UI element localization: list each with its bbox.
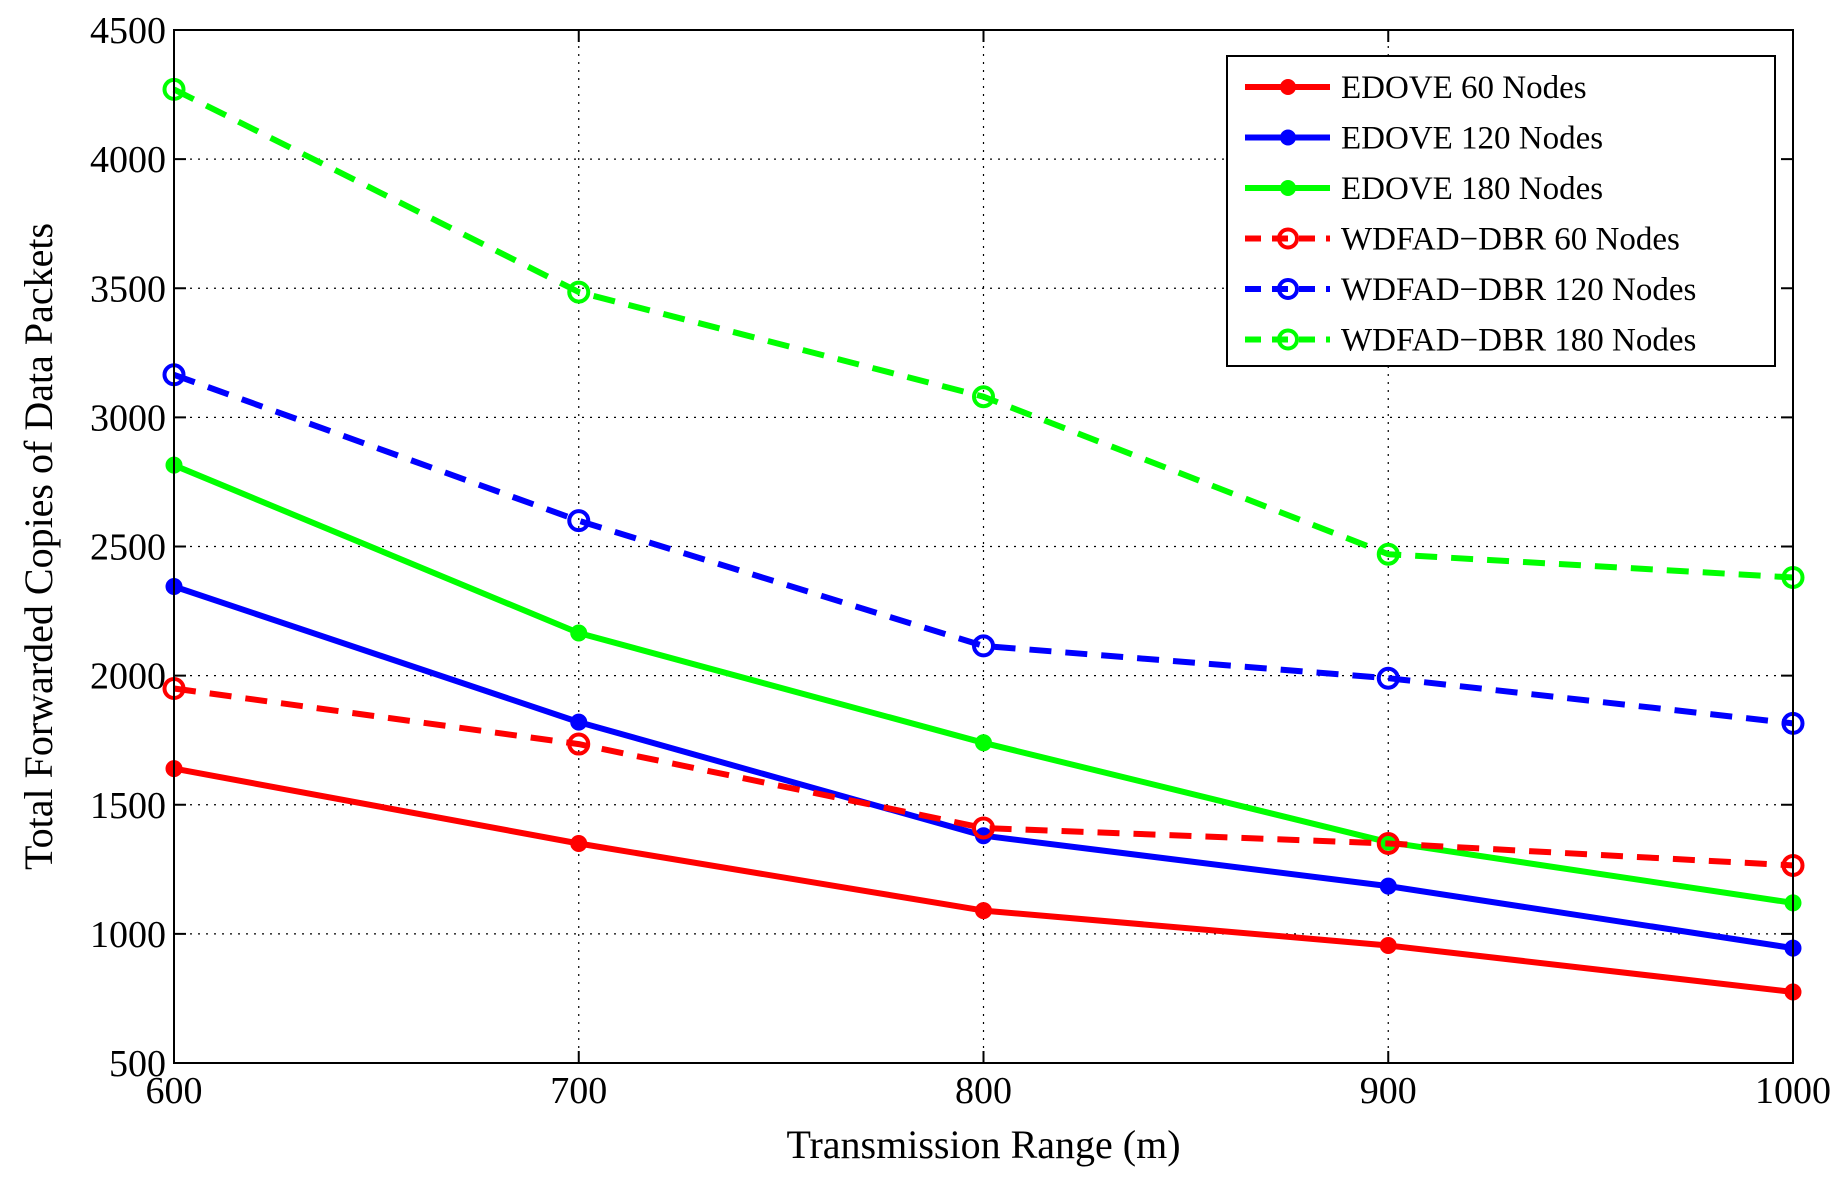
data-point xyxy=(972,385,995,409)
data-point xyxy=(570,624,588,642)
x-axis-label: Transmission Range (m) xyxy=(786,1122,1180,1167)
legend-marker xyxy=(1280,180,1296,196)
data-point xyxy=(1379,877,1397,895)
legend-label: EDOVE 120 Nodes xyxy=(1341,121,1603,157)
data-point xyxy=(567,509,591,533)
y-tick-label: 500 xyxy=(109,1043,166,1085)
legend: EDOVE 60 Nodes EDOVE 120 Nodes EDOVE 180 N… xyxy=(1226,55,1776,367)
legend-label: WDFAD−DBR 180 Nodes xyxy=(1341,323,1696,359)
series-1 xyxy=(165,760,1802,1001)
data-point xyxy=(972,816,995,840)
y-tick-label: 2000 xyxy=(90,656,166,698)
x-tick-label: 900 xyxy=(1360,1070,1417,1112)
data-point xyxy=(1376,831,1400,855)
y-tick-label: 3500 xyxy=(90,268,166,310)
legend-label: WDFAD−DBR 120 Nodes xyxy=(1341,272,1696,308)
series-line xyxy=(172,86,1794,581)
data-point xyxy=(1376,666,1400,690)
data-point xyxy=(972,634,995,658)
legend-entry: EDOVE 120 Nodes xyxy=(1245,121,1603,157)
legend-entry: WDFAD−DBR 120 Nodes xyxy=(1245,272,1696,308)
legend-box xyxy=(1226,55,1776,367)
legend-entry: WDFAD−DBR 180 Nodes xyxy=(1245,323,1696,359)
y-tick-label: 3000 xyxy=(90,397,166,439)
x-tick-label: 800 xyxy=(955,1070,1012,1112)
x-tick-label: 1000 xyxy=(1755,1070,1831,1112)
tick-labels: 600 700 800 900 1000 500 1000 1500 2000 2500 3000 3… xyxy=(90,10,1831,1112)
y-tick-label: 1500 xyxy=(90,785,166,827)
legend-entry: EDOVE 60 Nodes xyxy=(1245,70,1587,106)
y-tick-label: 1000 xyxy=(90,914,166,956)
x-tick-label: 600 xyxy=(146,1070,203,1112)
data-point xyxy=(567,732,591,756)
data-point xyxy=(975,902,992,920)
legend-marker xyxy=(1277,278,1299,300)
legend-label: EDOVE 180 Nodes xyxy=(1341,171,1603,207)
x-tick-label: 700 xyxy=(550,1070,607,1112)
data-point xyxy=(570,713,588,731)
legend-marker xyxy=(1277,227,1299,250)
series-line xyxy=(173,685,1794,869)
legend-label: EDOVE 60 Nodes xyxy=(1341,70,1587,106)
y-tick-label: 4500 xyxy=(90,10,166,52)
legend-entry: EDOVE 180 Nodes xyxy=(1245,171,1603,207)
legend-entry: WDFAD−DBR 60 Nodes xyxy=(1245,222,1680,258)
legend-marker xyxy=(1280,129,1296,146)
data-point xyxy=(567,280,591,304)
data-point xyxy=(1379,936,1397,954)
y-tick-label: 4000 xyxy=(90,139,166,181)
y-tick-label: 2500 xyxy=(90,527,166,569)
y-axis-label: Total Forwarded Copies of Data Packets xyxy=(16,223,61,870)
series-layer xyxy=(162,77,1805,1001)
legend-marker xyxy=(1277,328,1299,351)
legend-label: WDFAD−DBR 60 Nodes xyxy=(1341,222,1680,258)
grid-lines xyxy=(174,30,1793,1063)
data-point xyxy=(975,734,992,752)
legend-marker xyxy=(1280,79,1296,95)
axis-ticks xyxy=(173,29,1794,1064)
data-point xyxy=(1376,542,1400,566)
data-point xyxy=(570,834,588,852)
